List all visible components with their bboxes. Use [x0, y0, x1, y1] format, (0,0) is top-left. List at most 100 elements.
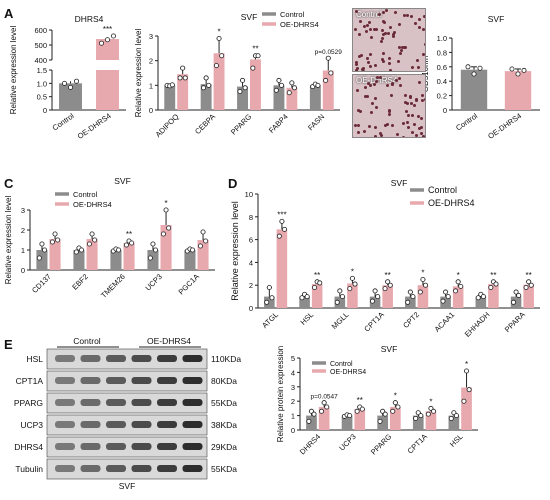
E-bar-hsl-oe: [461, 387, 472, 430]
A1-y-axis-title: Relative expression level: [9, 26, 18, 115]
stained-cell: [381, 33, 385, 37]
legend-label-control: Control: [330, 361, 353, 368]
stained-cell: [388, 62, 392, 66]
A1-sig-oe-dhrs4: ***: [103, 25, 112, 34]
A2-data-point: [240, 77, 246, 83]
blot-band-ucp3: [55, 421, 75, 428]
stained-cell: [405, 120, 409, 124]
D-y-tick-label: 4: [249, 258, 253, 267]
C-bar-pgc1a-oe: [197, 240, 209, 270]
C-bar-ucp3-control: [147, 250, 159, 270]
blot-band-pparg: [55, 399, 75, 406]
stained-cell: [365, 57, 369, 61]
blot-strip-tubulin: [46, 458, 208, 480]
stained-cell: [361, 67, 365, 71]
stained-cell: [376, 76, 380, 80]
C-y-tick-label: 0: [21, 266, 25, 275]
E-data-point: [431, 408, 437, 414]
stained-cell: [383, 31, 387, 35]
A2-data-point: [291, 85, 297, 91]
stained-cell: [374, 27, 378, 31]
A2-data-point: [242, 85, 248, 91]
stained-cell: [381, 11, 385, 15]
stained-cell: [373, 82, 377, 86]
stained-cell: [421, 52, 425, 56]
C-data-point: [55, 237, 61, 243]
legend-label-control: Control: [73, 190, 98, 199]
stained-cell: [364, 30, 368, 34]
stained-cell: [373, 63, 377, 67]
blot-band-dhrs4: [80, 443, 101, 450]
C-data-point: [79, 247, 85, 253]
A2-x-tick-label-pparg: PPARG: [229, 112, 254, 137]
A2-data-point: [276, 77, 282, 83]
D-bar-mgll-control: [334, 296, 346, 308]
C-data-point: [116, 247, 122, 253]
blot-kda-tubulin: 55KDa: [211, 464, 237, 474]
A2-bar-pparg-oe: [250, 59, 261, 110]
C-x-tick-label-pgc1a: PGC1A: [177, 272, 201, 296]
A1-chart-title: DHRS4: [75, 14, 104, 24]
A2-sig-fasn: p=0.0529: [315, 49, 343, 56]
blot-band-cpt1a: [55, 377, 75, 384]
stained-cell: [421, 99, 425, 103]
D-data-point: [375, 294, 381, 300]
E-bar-pparg-control: [377, 415, 388, 430]
C-data-point: [49, 239, 55, 245]
A2-data-point: [325, 55, 331, 61]
E-bar-pparg-oe: [390, 406, 401, 430]
D-data-point: [513, 289, 519, 295]
stained-cell: [364, 95, 368, 99]
blot-band-cpt1a: [106, 377, 126, 384]
E-y-tick-label: 1: [291, 412, 295, 421]
A2-y-tick-label: 0: [149, 106, 153, 115]
A2-bar-cebpa-control: [200, 84, 212, 110]
stained-cell: [420, 117, 424, 121]
D-data-point: [526, 279, 532, 285]
E-x-tick-label-cpt1a: CPT1A: [406, 432, 429, 455]
stained-cell: [391, 81, 395, 85]
stained-cell: [400, 49, 404, 53]
stained-cell: [368, 28, 372, 32]
A2-y-tick-label: 2: [149, 57, 153, 66]
A2-data-point: [201, 85, 207, 91]
stained-cell: [381, 20, 385, 24]
A2-y-axis-title: Relative expression level: [134, 29, 143, 118]
D-data-point: [417, 289, 423, 295]
D-data-point: [269, 295, 275, 301]
C-data-point: [129, 240, 135, 246]
stained-cell: [369, 36, 373, 40]
A2-data-point: [289, 80, 295, 86]
blot-band-ucp3: [106, 421, 126, 428]
stained-cell: [387, 112, 391, 116]
stained-cell: [398, 46, 402, 49]
D-y-tick-label: 10: [245, 190, 253, 199]
A2-data-point: [328, 70, 334, 76]
C-bar-tmem26-control: [110, 250, 122, 270]
A1-x-tick-label-oe-dhrs4: OE-DHRS4: [76, 111, 113, 141]
C-data-point: [203, 238, 209, 244]
E-y-tick-label: 4: [291, 368, 295, 377]
C-data-point: [200, 229, 206, 235]
C-bar-cd137-oe: [49, 239, 61, 270]
E-bar-cpt1a-control: [412, 415, 424, 430]
stained-cell: [371, 101, 375, 105]
stained-cell: [374, 135, 378, 137]
E-data-point: [461, 398, 467, 404]
A1-y-tick-label: 600: [34, 26, 47, 35]
stained-cell: [369, 110, 373, 114]
D-data-point: [488, 284, 494, 290]
D-data-point: [493, 281, 499, 287]
stained-cell: [391, 33, 395, 37]
D-y-axis-title: Relative expression level: [230, 201, 240, 301]
E-sig-dhrs4: p=0.0547: [310, 394, 338, 401]
blot-band-tubulin: [157, 465, 177, 472]
blot-band-pparg: [131, 399, 152, 406]
D-data-point: [453, 288, 459, 294]
B-y-tick-label: 0.4: [437, 77, 447, 86]
D-data-point: [337, 288, 343, 294]
D-chart-title: SVF: [391, 178, 408, 188]
E-data-point: [321, 400, 327, 406]
stained-cell: [358, 110, 362, 114]
